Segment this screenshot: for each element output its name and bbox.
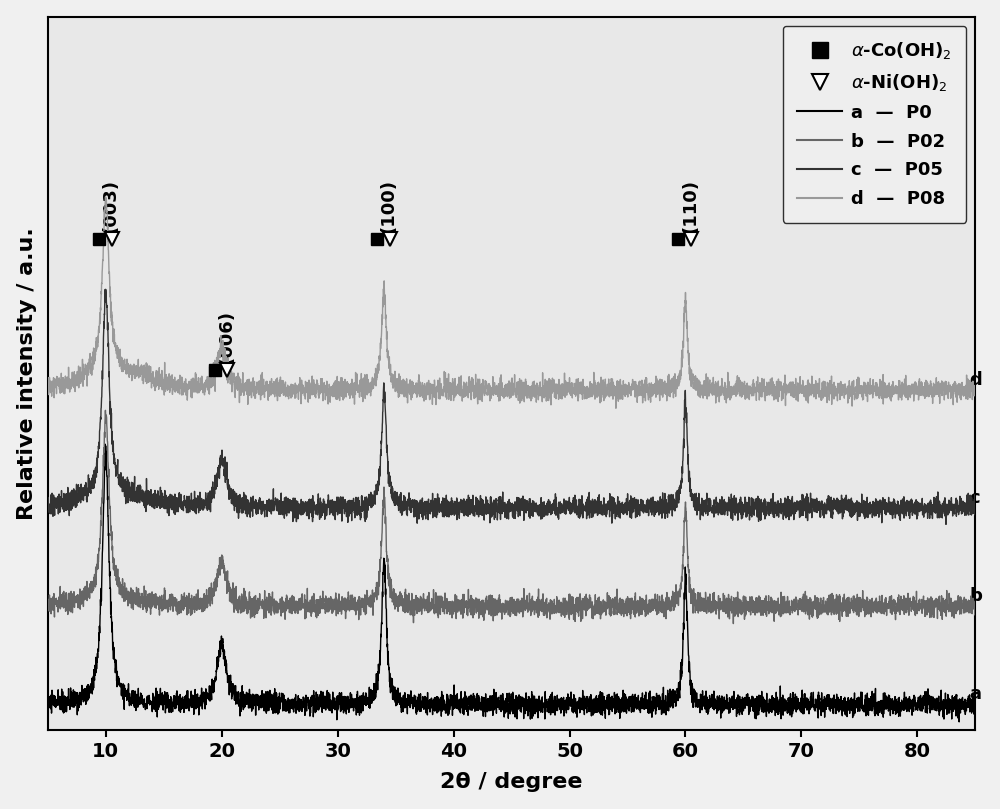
- Text: (100): (100): [380, 179, 398, 233]
- Y-axis label: Relative intensity / a.u.: Relative intensity / a.u.: [17, 227, 37, 520]
- Text: (006): (006): [218, 310, 236, 364]
- Text: a: a: [970, 685, 982, 703]
- Text: (003): (003): [102, 179, 120, 233]
- X-axis label: 2θ / degree: 2θ / degree: [440, 773, 583, 792]
- Text: d: d: [970, 371, 982, 389]
- Legend: $\alpha$-Co(OH)$_2$, $\alpha$-Ni(OH)$_2$, a  —  P0, b  —  P02, c  —  P05, d  —  : $\alpha$-Co(OH)$_2$, $\alpha$-Ni(OH)$_2$…: [783, 26, 966, 222]
- Text: b: b: [970, 587, 982, 605]
- Text: c: c: [970, 489, 980, 507]
- Text: (110): (110): [681, 179, 699, 233]
